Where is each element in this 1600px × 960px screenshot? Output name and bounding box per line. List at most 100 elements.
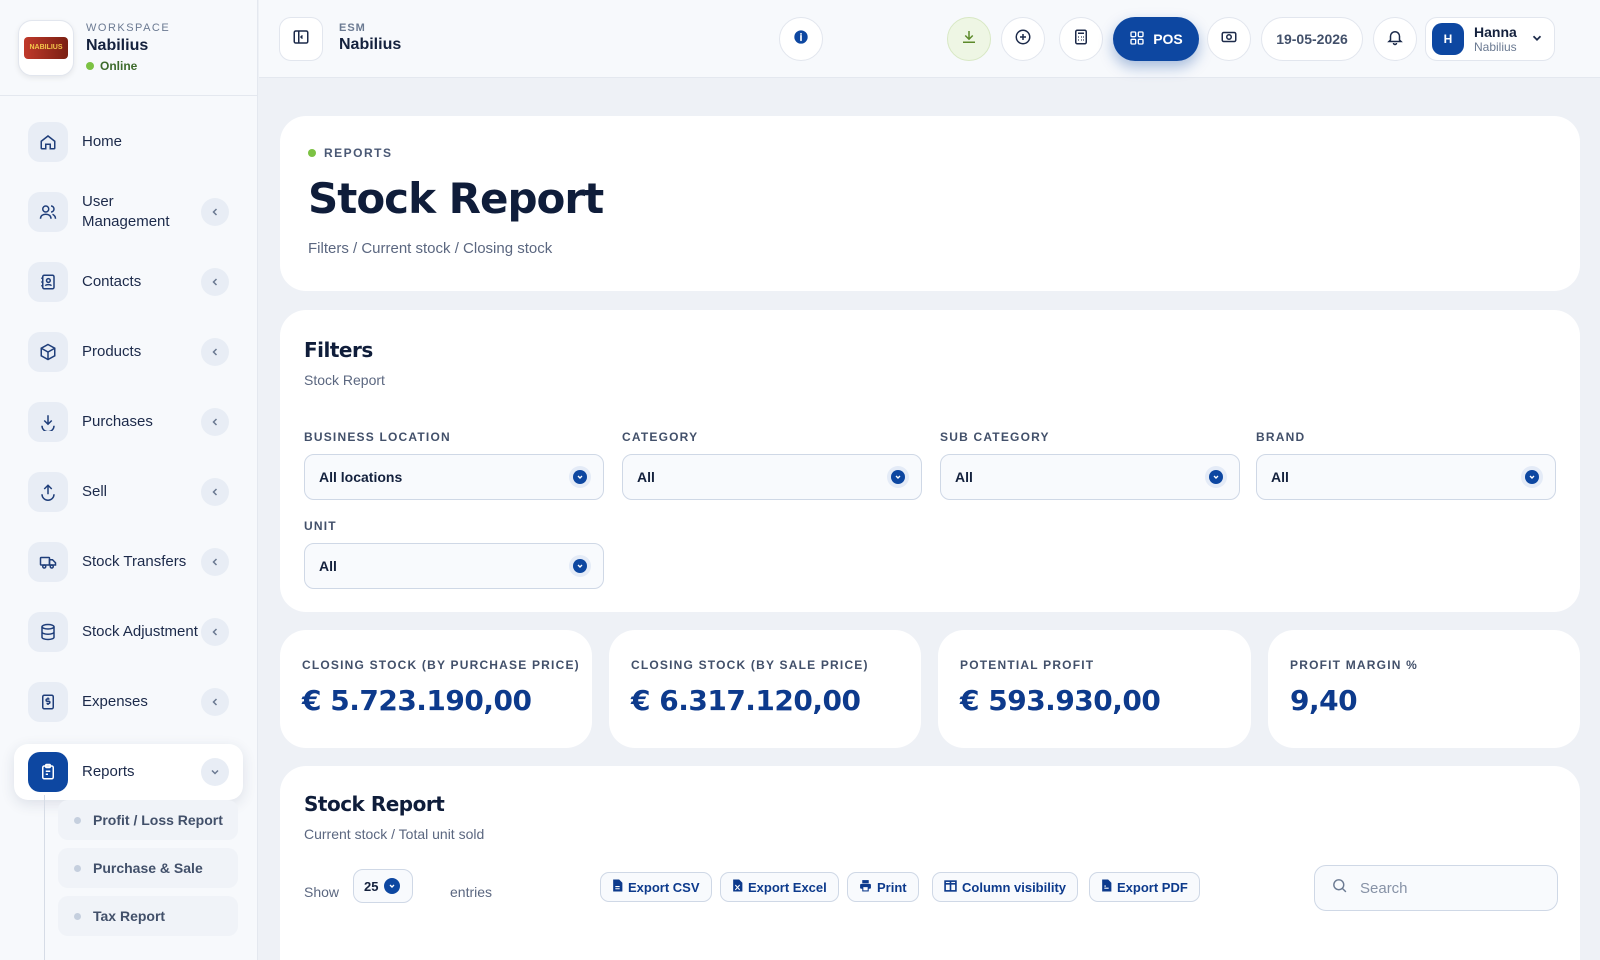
bullet-icon (74, 864, 81, 872)
table-title: Stock Report (304, 792, 445, 816)
sidebar-toggle-button[interactable] (279, 17, 323, 61)
notifications-button[interactable] (1373, 17, 1417, 61)
business-location-select[interactable]: All locations (304, 454, 604, 500)
sidebar-item-expenses[interactable]: Expenses (14, 674, 243, 730)
sub-item-profit-loss[interactable]: Profit / Loss Report (58, 800, 238, 840)
upload-icon (28, 472, 68, 512)
workspace-logo[interactable]: NABILIUS (18, 19, 74, 76)
stat-value: € 6.317.120,00 (631, 684, 861, 717)
truck-icon (28, 542, 68, 582)
chevron-down-icon (1530, 31, 1544, 50)
bullet-icon (74, 912, 81, 920)
download-icon (28, 402, 68, 442)
sidebar-item-stock-adjustment[interactable]: Stock Adjustment (14, 604, 243, 660)
sidebar-item-contacts[interactable]: Contacts (14, 254, 243, 310)
sub-item-tax-report[interactable]: Tax Report (58, 896, 238, 936)
pos-button[interactable]: POS (1113, 17, 1199, 61)
sidebar-item-label: Reports (82, 763, 135, 780)
sidebar-item-label: Contacts (82, 273, 142, 290)
filters-card: Filters Stock Report BUSINESS LOCATION A… (280, 310, 1580, 612)
add-button[interactable] (1001, 17, 1045, 61)
stat-profit-margin: PROFIT MARGIN % 9,40 (1268, 630, 1580, 748)
page-length-select[interactable]: 25 (353, 869, 413, 903)
filter-category: CATEGORY All (622, 430, 922, 500)
contacts-icon (28, 262, 68, 302)
sidebar-item-sell[interactable]: Sell (14, 464, 243, 520)
sidebar-item-label: Purchases (82, 413, 153, 430)
unit-select[interactable]: All (304, 543, 604, 589)
receipt-icon (28, 682, 68, 722)
filter-sub-category: SUB CATEGORY All (940, 430, 1240, 500)
cash-icon (1220, 28, 1238, 51)
workspace-label: WORKSPACE (86, 22, 171, 34)
filter-business-location: BUSINESS LOCATION All locations (304, 430, 604, 500)
chevron-left-icon[interactable] (201, 198, 229, 226)
user-menu[interactable]: H Hanna Nabilius (1425, 17, 1555, 61)
sidebar-item-products[interactable]: Products (14, 324, 243, 380)
stat-value: 9,40 (1290, 684, 1358, 717)
stat-label: CLOSING STOCK (BY PURCHASE PRICE) (302, 658, 580, 672)
sidebar-item-label: Sell (82, 483, 108, 500)
export-pdf-button[interactable]: Export PDF (1089, 872, 1200, 902)
sidebar-item-user-management[interactable]: User Management (14, 184, 243, 240)
sidebar-item-label: Stock Adjustment (82, 623, 198, 640)
brand-select[interactable]: All (1256, 454, 1556, 500)
excel-icon (732, 879, 743, 895)
chevron-left-icon[interactable] (201, 268, 229, 296)
search-box (1314, 865, 1558, 911)
chevron-left-icon[interactable] (201, 338, 229, 366)
sidebar-item-label: Expenses (82, 693, 148, 710)
filters-subtitle: Stock Report (304, 372, 385, 388)
stat-value: € 593.930,00 (960, 684, 1161, 717)
column-visibility-button[interactable]: Column visibility (932, 872, 1079, 902)
sidebar-item-label: Stock Transfers (82, 553, 187, 570)
workspace-name: Nabilius (86, 37, 149, 54)
calculator-button[interactable] (1059, 17, 1103, 61)
show-label: Show (304, 884, 340, 900)
sidebar-item-reports[interactable]: Reports (14, 744, 243, 800)
sidebar-item-stock-transfers[interactable]: Stock Transfers (14, 534, 243, 590)
user-name: Hanna (1474, 24, 1517, 40)
sidebar-item-purchases[interactable]: Purchases (14, 394, 243, 450)
stat-label: CLOSING STOCK (BY SALE PRICE) (631, 658, 869, 672)
print-button[interactable]: Print (847, 872, 919, 902)
chevron-left-icon[interactable] (201, 688, 229, 716)
info-button[interactable] (779, 17, 823, 61)
chevron-down-icon (569, 555, 591, 577)
submenu-line (44, 795, 45, 960)
chevron-left-icon[interactable] (201, 478, 229, 506)
stock-report-table-card: Stock Report Current stock / Total unit … (280, 766, 1580, 960)
chevron-down-icon (384, 878, 401, 894)
stat-potential-profit: POTENTIAL PROFIT € 593.930,00 (938, 630, 1251, 748)
chevron-left-icon[interactable] (201, 618, 229, 646)
sub-item-purchase-sale[interactable]: Purchase & Sale (58, 848, 238, 888)
user-org: Nabilius (1474, 40, 1517, 54)
export-excel-button[interactable]: Export Excel (720, 872, 839, 902)
columns-icon (944, 879, 957, 895)
chevron-down-icon[interactable] (201, 758, 229, 786)
info-icon (793, 29, 809, 50)
sub-category-select[interactable]: All (940, 454, 1240, 500)
bell-icon (1386, 28, 1404, 51)
search-input[interactable] (1360, 879, 1540, 897)
pdf-icon (1101, 879, 1112, 895)
chevron-left-icon[interactable] (201, 548, 229, 576)
cash-button[interactable] (1207, 17, 1251, 61)
sidebar-item-label: User Management (82, 193, 170, 230)
reports-submenu: Profit / Loss Report Purchase & Sale Tax… (44, 800, 244, 944)
chevron-left-icon[interactable] (201, 408, 229, 436)
page-header-card: REPORTS Stock Report Filters / Current s… (280, 116, 1580, 291)
sidebar-item-home[interactable]: Home (14, 114, 243, 170)
category-select[interactable]: All (622, 454, 922, 500)
chevron-down-icon (1521, 466, 1543, 488)
eyebrow: REPORTS (308, 146, 393, 160)
date-button[interactable]: 19-05-2026 (1261, 17, 1363, 61)
download-button[interactable] (947, 17, 991, 61)
stat-value: € 5.723.190,00 (302, 684, 532, 717)
sidebar-item-label: Home (82, 133, 123, 150)
chevron-down-icon (887, 466, 909, 488)
users-icon (28, 192, 68, 232)
export-csv-button[interactable]: Export CSV (600, 872, 712, 902)
chevron-down-icon (1205, 466, 1227, 488)
printer-icon (859, 879, 872, 895)
